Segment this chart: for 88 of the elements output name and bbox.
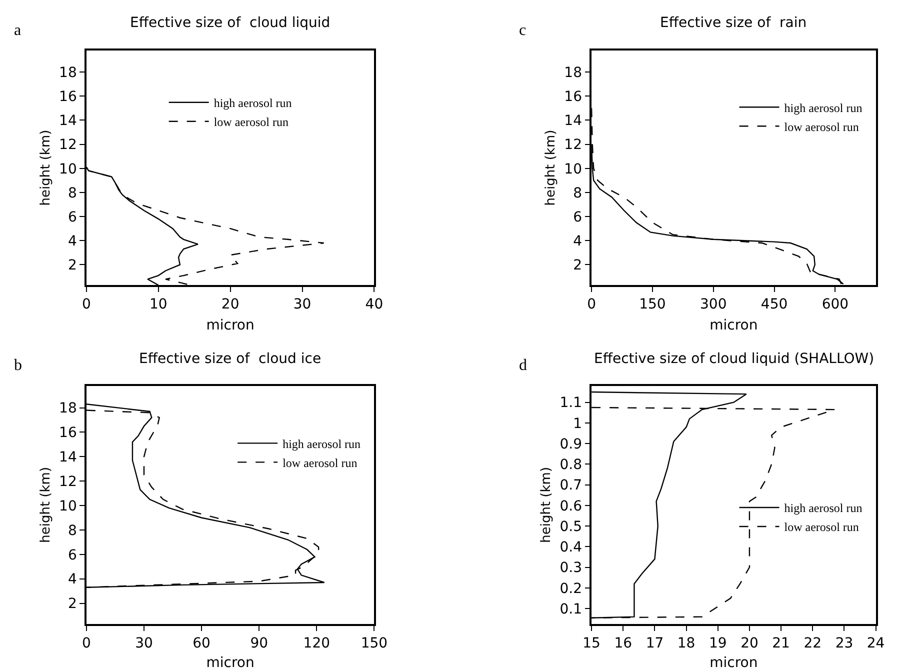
y-tick-label: 18 — [59, 400, 77, 417]
y-tick-label: 6 — [68, 547, 77, 564]
y-tick-label: 0.3 — [560, 560, 582, 576]
legend-label: low aerosol run — [784, 520, 859, 534]
y-tick-label: 0.8 — [560, 457, 582, 474]
x-tick-label: 40 — [365, 296, 384, 313]
x-tick-label: 150 — [639, 296, 666, 313]
y-tick-label: 10 — [59, 161, 77, 178]
y-tick-label: 12 — [59, 137, 77, 154]
y-tick-label: 18 — [59, 64, 77, 81]
x-tick-label: 18 — [677, 636, 696, 652]
chart-subtitle: c — [519, 22, 526, 39]
x-axis-title: micron — [710, 655, 758, 671]
chart-subtitle: d — [519, 357, 527, 374]
x-tick-label: 60 — [192, 636, 210, 652]
y-axis-title: height (km) — [539, 466, 554, 543]
y-tick-label: 0.4 — [560, 540, 582, 556]
x-tick-label: 120 — [303, 636, 330, 652]
y-tick-label: 4 — [68, 234, 77, 250]
x-tick-label: 15 — [582, 636, 600, 652]
x-tick-label: 30 — [135, 636, 153, 652]
y-axis-title: height (km) — [38, 130, 54, 206]
y-tick-label: 10 — [59, 498, 77, 514]
x-tick-label: 19 — [708, 636, 727, 652]
x-tick-label: 22 — [804, 636, 822, 652]
y-tick-label: 0.5 — [560, 518, 582, 535]
legend-label: high aerosol run — [282, 436, 361, 451]
y-tick-label: 0.7 — [560, 478, 582, 494]
legend-label: high aerosol run — [784, 501, 862, 516]
y-tick-label: 2 — [68, 596, 77, 612]
x-tick-label: 90 — [250, 636, 268, 652]
x-tick-label: 0 — [587, 296, 596, 313]
y-tick-label: 16 — [564, 88, 582, 105]
chart-title: Effective size of cloud ice — [139, 351, 322, 367]
x-axis-title: micron — [710, 318, 758, 334]
y-tick-label: 0.1 — [560, 601, 582, 618]
legend-label: low aerosol run — [282, 456, 358, 470]
y-tick-label: 1.1 — [560, 395, 582, 412]
x-tick-label: 21 — [772, 636, 790, 652]
y-tick-label: 14 — [59, 450, 77, 466]
x-tick-label: 20 — [740, 636, 758, 652]
legend-label: low aerosol run — [784, 120, 859, 134]
y-tick-label: 2 — [68, 258, 77, 274]
chart-title: Effective size of cloud liquid — [130, 15, 330, 31]
y-tick-label: 12 — [59, 474, 77, 490]
x-tick-label: 17 — [646, 636, 664, 652]
y-tick-label: 4 — [573, 234, 582, 250]
x-tick-label: 10 — [149, 296, 168, 313]
x-tick-label: 20 — [221, 296, 240, 313]
x-tick-label: 300 — [700, 296, 727, 313]
y-tick-label: 16 — [59, 425, 77, 442]
y-axis-title: height (km) — [38, 466, 54, 543]
x-tick-label: 600 — [822, 296, 849, 313]
y-tick-label: 18 — [564, 64, 582, 81]
x-tick-label: 30 — [293, 296, 312, 313]
legend-label: high aerosol run — [784, 100, 862, 115]
x-tick-label: 0 — [82, 636, 91, 652]
y-tick-label: 0.6 — [560, 498, 582, 514]
y-tick-label: 10 — [564, 161, 582, 178]
legend-label: high aerosol run — [214, 96, 292, 110]
x-tick-label: 0 — [82, 296, 91, 313]
y-tick-label: 1 — [573, 416, 582, 432]
x-tick-label: 16 — [614, 636, 632, 652]
chart-title: Effective size of rain — [660, 15, 807, 31]
y-tick-label: 4 — [68, 572, 77, 588]
y-tick-label: 0.2 — [560, 580, 582, 597]
y-tick-label: 14 — [59, 113, 77, 130]
y-tick-label: 8 — [68, 522, 77, 539]
x-tick-label: 24 — [866, 636, 885, 652]
x-tick-label: 23 — [835, 636, 854, 652]
x-tick-label: 450 — [760, 296, 788, 313]
x-axis-title: micron — [206, 655, 254, 671]
x-axis-title: micron — [206, 318, 254, 334]
y-tick-label: 16 — [59, 88, 77, 105]
legend-label: low aerosol run — [214, 115, 288, 130]
y-tick-label: 6 — [68, 209, 77, 226]
chart-subtitle: b — [14, 357, 22, 374]
chart-subtitle: a — [14, 22, 22, 39]
y-tick-label: 8 — [68, 185, 77, 202]
y-axis-title: height (km) — [544, 130, 559, 206]
y-tick-label: 2 — [573, 258, 582, 274]
y-tick-label: 12 — [564, 137, 582, 154]
y-tick-label: 8 — [573, 185, 582, 202]
y-tick-label: 6 — [573, 209, 582, 226]
x-tick-label: 150 — [360, 636, 388, 652]
chart-title: Effective size of cloud liquid (SHALLOW) — [594, 351, 874, 367]
y-tick-label: 14 — [564, 113, 582, 130]
y-tick-label: 0.9 — [560, 436, 582, 452]
